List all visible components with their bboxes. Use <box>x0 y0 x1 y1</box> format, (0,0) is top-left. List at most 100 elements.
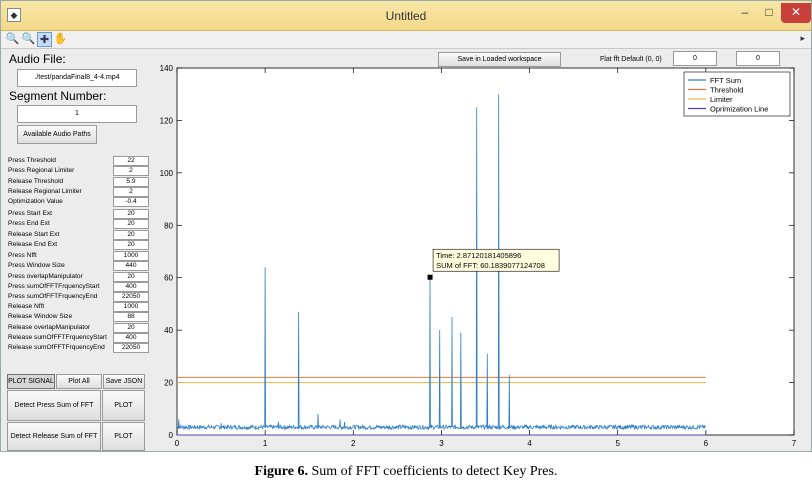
y-tick-label: 20 <box>164 379 173 388</box>
param-label: Release Start Ext <box>8 230 60 238</box>
zoom-in-icon[interactable]: 🔍 <box>5 33 20 45</box>
param-value-input[interactable]: 2 <box>113 166 149 177</box>
y-tick-label: 120 <box>160 116 174 125</box>
param-value-input[interactable]: 20 <box>113 229 149 240</box>
param-label: Release overlapManipulator <box>8 323 91 331</box>
param-value-input[interactable]: 20 <box>113 271 149 282</box>
param-value-input[interactable]: 88 <box>113 312 149 323</box>
app-icon: ◆ <box>7 8 21 22</box>
param-label: Optimization Value <box>8 198 63 206</box>
x-tick-label: 3 <box>439 439 444 448</box>
param-label: Press Threshold <box>8 157 56 164</box>
param-row: Press Window Size 440 <box>8 261 150 272</box>
param-value-input[interactable]: 20 <box>113 239 149 250</box>
zoom-out-icon[interactable]: 🔍 <box>21 33 36 45</box>
maximize-button[interactable]: □ <box>765 5 773 19</box>
param-value-input[interactable]: 1000 <box>113 251 149 261</box>
param-value-input[interactable]: 400 <box>113 332 149 343</box>
toolbar-overflow-icon[interactable]: ▸ <box>800 33 805 43</box>
param-row: Release Window Size 88 <box>8 312 150 323</box>
minimize-button[interactable]: – <box>741 5 749 19</box>
y-tick-label: 60 <box>164 274 173 283</box>
param-label: Press sumOfFFTFrquencyStart <box>8 282 100 290</box>
param-label: Release Threshold <box>8 177 64 185</box>
param-row: Press Threshold 22 <box>8 156 150 166</box>
param-label: Release Nfft <box>8 303 45 310</box>
param-value-input[interactable]: 22050 <box>113 292 149 303</box>
param-label: Release sumOfFFTFrquencyStart <box>8 333 107 341</box>
param-row: Release overlapManipulator 20 <box>8 322 150 333</box>
param-value-input[interactable]: 5.9 <box>113 176 149 187</box>
plot-signal-button[interactable]: PLOT SIGNAL <box>7 374 55 389</box>
param-label: Press Regional Limiter <box>8 167 75 175</box>
fft-sum-line <box>176 94 706 431</box>
param-row: Optimization Value -0.4 <box>8 197 150 208</box>
pan-hand-icon[interactable]: ✋ <box>53 33 68 45</box>
param-row: Press Nfft 1000 <box>8 251 150 261</box>
plot-all-button[interactable]: Plot All <box>56 374 102 389</box>
x-tick-label: 1 <box>263 439 268 448</box>
legend-entry: Oprimization Line <box>710 105 768 114</box>
save-workspace-button[interactable]: Save in Loaded workspace <box>438 52 561 67</box>
legend-entry: Limiter <box>710 95 733 104</box>
param-label: Release End Ext <box>8 240 58 248</box>
param-label: Release Window Size <box>8 313 73 321</box>
data-cursor-marker[interactable] <box>427 274 433 280</box>
y-tick-label: 100 <box>160 169 174 178</box>
param-row: Press overlapManipulator 20 <box>8 271 150 282</box>
param-value-input[interactable]: -0.4 <box>113 197 149 208</box>
plot-press-button[interactable]: PLOT <box>102 390 145 421</box>
close-button[interactable]: ✕ <box>781 3 811 23</box>
param-label: Release Regional Limiter <box>8 187 82 195</box>
data-tip-time: Time: 2.87120181405896 <box>436 251 521 260</box>
legend-entry: FFT Sum <box>710 76 741 85</box>
x-tick-label: 5 <box>615 439 620 448</box>
param-label: Press overlapManipulator <box>8 272 83 280</box>
x-tick-label: 6 <box>704 439 709 448</box>
audio-file-input[interactable]: ./test/pandaFinal8_4-4.mp4 <box>17 69 137 87</box>
param-label: Press Nfft <box>8 252 37 259</box>
save-json-button[interactable]: Save JSON <box>103 374 145 389</box>
plot-release-button[interactable]: PLOT <box>102 422 145 451</box>
detect-press-button[interactable]: Detect Press Sum of FFT <box>7 390 101 421</box>
app-window: ◆ Untitled – □ ✕ 🔍 🔍 ✚ ✋ ▸ Audio File: .… <box>0 0 812 452</box>
data-tip-box <box>432 248 560 272</box>
x-tick-label: 0 <box>175 439 180 448</box>
title-bar: ◆ Untitled – □ ✕ <box>1 1 811 31</box>
y-tick-label: 0 <box>169 431 174 440</box>
param-value-input[interactable]: 2 <box>113 186 149 197</box>
param-row: Release Start Ext 20 <box>8 229 150 240</box>
param-value-input[interactable]: 22050 <box>113 343 149 354</box>
param-value-input[interactable]: 20 <box>113 209 149 219</box>
segment-number-input[interactable]: 1 <box>17 105 137 123</box>
param-row: Release Threshold 5.9 <box>8 176 150 187</box>
legend-entry: Threshold <box>710 86 743 95</box>
param-value-input[interactable]: 20 <box>113 322 149 333</box>
y-tick-label: 40 <box>164 326 173 335</box>
data-cursor-icon[interactable]: ✚ <box>37 32 52 47</box>
param-label: Press End Ext <box>8 220 50 228</box>
param-row: Press sumOfFFTFrquencyStart 400 <box>8 281 150 292</box>
param-value-input[interactable]: 20 <box>113 219 149 230</box>
param-value-input[interactable]: 22 <box>113 156 149 166</box>
detect-release-button[interactable]: Detect Release Sum of FFT <box>7 422 101 451</box>
y-tick-label: 140 <box>160 64 174 73</box>
x-tick-label: 4 <box>527 439 532 448</box>
flat-fft-input-2[interactable]: 0 <box>736 51 780 66</box>
available-audio-paths-button[interactable]: Available Audio Paths <box>17 125 97 144</box>
param-value-input[interactable]: 1000 <box>113 302 149 312</box>
flat-fft-input-1[interactable]: 0 <box>673 51 717 66</box>
param-value-input[interactable]: 440 <box>113 261 149 272</box>
caption-text: Sum of FFT coefficients to detect Key Pr… <box>307 464 558 479</box>
param-row: Release sumOfFFTFrquencyStart 400 <box>8 332 150 343</box>
x-tick-label: 7 <box>792 439 797 448</box>
param-label: Press Start Ext <box>8 210 52 217</box>
param-row: Press End Ext 20 <box>8 219 150 230</box>
param-row: Release Regional Limiter 2 <box>8 186 150 197</box>
param-row: Release sumOfFFTFrquencyEnd 22050 <box>8 343 150 354</box>
param-label: Press sumOfFFTFrquencyEnd <box>8 293 98 301</box>
param-row: Press sumOfFFTFrquencyEnd 22050 <box>8 292 150 303</box>
param-value-input[interactable]: 400 <box>113 281 149 292</box>
segment-number-label: Segment Number: <box>9 89 107 103</box>
